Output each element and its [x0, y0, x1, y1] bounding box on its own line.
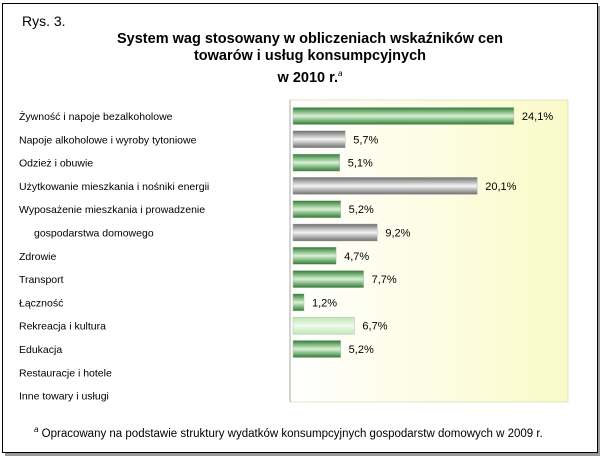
bar: [292, 177, 478, 195]
category-label: Łączność: [19, 297, 63, 309]
value-label: 20,1%: [485, 181, 516, 193]
category-label: Edukacja: [19, 344, 62, 356]
chart-title-line-2: towarów i usług konsumpcyjnych: [193, 48, 427, 64]
chart-title: System wag stosowany w obliczeniach wska…: [100, 31, 520, 87]
bar: [292, 340, 341, 358]
bar: [292, 270, 364, 288]
category-label: Użytkowanie mieszkania i nośniki energii: [19, 181, 209, 193]
category-label: Odzież i obuwie: [19, 158, 93, 170]
category-label: gospodarstwa domowego: [34, 228, 154, 240]
bar: [292, 223, 378, 242]
figure-label: Rys. 3.: [22, 13, 66, 29]
bar: [292, 317, 355, 335]
category-label: Żywność i napoje bezalkoholowe: [19, 110, 173, 123]
chart-title-line-3: w 2010 r.a: [277, 69, 343, 86]
category-label: Napoje alkoholowe i wyroby tytoniowe: [19, 134, 197, 146]
value-label: 6,7%: [362, 321, 387, 333]
bar: [292, 247, 337, 265]
category-label: Wyposażenie mieszkania i prowadzenie: [19, 204, 205, 216]
category-label: Restauracje i hotele: [19, 367, 112, 379]
value-label: 4,7%: [344, 251, 369, 263]
value-label: 5,2%: [349, 204, 374, 216]
value-label: 1,2%: [312, 297, 337, 309]
value-label: 5,2%: [349, 344, 374, 356]
value-label: 24,1%: [522, 111, 553, 123]
footnote-text: Opracowany na podstawie struktury wydatk…: [41, 427, 543, 440]
value-label: 5,1%: [348, 158, 373, 170]
chart-title-line-1: System wag stosowany w obliczeniach wska…: [117, 31, 503, 47]
bar: [292, 293, 305, 312]
value-label: 5,7%: [353, 134, 378, 146]
category-label: Zdrowie: [19, 251, 57, 263]
value-label: 7,7%: [372, 274, 397, 286]
category-label: Inne towary i usługi: [19, 391, 109, 403]
category-label: Rekreacja i kultura: [19, 321, 106, 333]
bar: [292, 130, 346, 149]
footnote-marker: a: [34, 425, 39, 434]
bar: [292, 200, 341, 218]
bar: [292, 107, 515, 125]
footnote: a Opracowany na podstawie struktury wyda…: [34, 425, 543, 440]
bar: [292, 153, 340, 172]
title-superscript: a: [338, 69, 343, 78]
category-label: Transport: [19, 274, 64, 286]
value-label: 9,2%: [385, 228, 410, 240]
